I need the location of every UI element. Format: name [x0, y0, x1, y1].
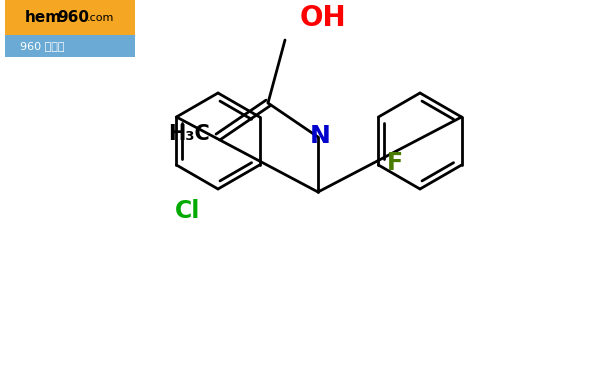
FancyBboxPatch shape — [5, 0, 135, 35]
Text: 960: 960 — [57, 10, 89, 26]
Text: OH: OH — [300, 4, 347, 32]
Text: N: N — [310, 124, 330, 148]
Text: H₃C: H₃C — [168, 124, 210, 144]
Text: 960 化工网: 960 化工网 — [20, 41, 65, 51]
Text: Cl: Cl — [175, 199, 200, 223]
Text: .com: .com — [87, 13, 114, 23]
Text: hem: hem — [25, 10, 62, 26]
Text: F: F — [387, 151, 402, 175]
Text: C: C — [7, 0, 36, 37]
FancyBboxPatch shape — [5, 35, 135, 57]
